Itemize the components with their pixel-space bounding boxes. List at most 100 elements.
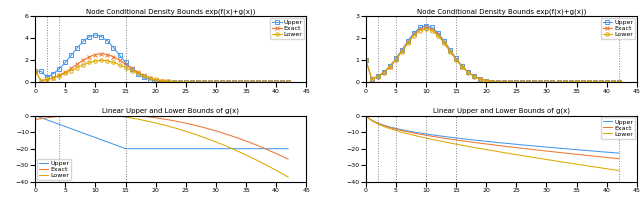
Lower bbox=[218, 81, 226, 84]
Lower bbox=[284, 81, 292, 84]
Exact bbox=[434, 33, 442, 36]
Exact bbox=[452, 58, 460, 60]
Exact bbox=[404, 41, 412, 43]
Exact bbox=[512, 146, 520, 149]
Upper bbox=[152, 80, 159, 82]
Upper bbox=[170, 81, 177, 83]
Exact bbox=[44, 78, 51, 81]
Upper bbox=[44, 76, 51, 78]
Lower bbox=[187, 132, 195, 134]
Upper bbox=[183, 147, 191, 150]
Exact bbox=[183, 122, 191, 125]
Exact bbox=[140, 74, 147, 77]
Exact bbox=[224, 81, 232, 84]
Exact bbox=[410, 33, 418, 36]
Lower bbox=[122, 66, 129, 69]
Lower bbox=[212, 81, 220, 84]
Exact bbox=[543, 81, 550, 84]
Line: Exact: Exact bbox=[35, 114, 288, 159]
Line: Lower: Lower bbox=[35, 112, 288, 177]
Upper bbox=[609, 81, 616, 84]
Lower bbox=[183, 130, 191, 133]
Upper bbox=[254, 81, 262, 84]
Upper bbox=[506, 81, 514, 84]
Upper bbox=[266, 81, 274, 84]
Upper bbox=[465, 71, 472, 73]
Exact bbox=[176, 81, 184, 83]
Upper bbox=[398, 48, 406, 51]
Exact bbox=[500, 81, 508, 83]
Upper bbox=[128, 67, 136, 70]
Upper bbox=[278, 81, 286, 84]
Title: Node Conditional Density Bounds exp(f(x)+g(x)): Node Conditional Density Bounds exp(f(x)… bbox=[86, 8, 255, 15]
Lower bbox=[428, 29, 436, 32]
Upper bbox=[516, 144, 524, 146]
Lower bbox=[452, 59, 460, 61]
Exact bbox=[536, 81, 544, 84]
Exact bbox=[363, 115, 371, 118]
Exact bbox=[506, 81, 514, 84]
Lower bbox=[374, 75, 381, 78]
Upper bbox=[230, 81, 238, 84]
Upper bbox=[362, 59, 370, 62]
Upper bbox=[488, 80, 496, 83]
Exact bbox=[386, 65, 394, 68]
Exact bbox=[284, 81, 292, 84]
Upper bbox=[476, 78, 484, 80]
Lower bbox=[476, 78, 484, 80]
Lower bbox=[61, 72, 69, 75]
Exact bbox=[579, 81, 586, 84]
Upper bbox=[603, 81, 611, 84]
Upper bbox=[422, 24, 430, 27]
Upper bbox=[566, 81, 574, 84]
Upper bbox=[262, 147, 269, 150]
Exact bbox=[284, 158, 292, 160]
Exact bbox=[465, 71, 472, 74]
Lower bbox=[585, 81, 593, 84]
Upper bbox=[31, 114, 39, 117]
Upper bbox=[543, 81, 550, 84]
Lower bbox=[182, 81, 189, 83]
Exact bbox=[513, 146, 520, 149]
Exact bbox=[248, 81, 256, 84]
Upper bbox=[518, 81, 526, 84]
Lower bbox=[488, 80, 496, 83]
Upper bbox=[158, 80, 166, 83]
Lower bbox=[262, 163, 269, 166]
Upper bbox=[248, 81, 256, 84]
Lower bbox=[434, 35, 442, 37]
Exact bbox=[416, 28, 424, 30]
Lower bbox=[512, 153, 520, 156]
Exact bbox=[525, 81, 532, 84]
Lower bbox=[224, 81, 232, 84]
Exact bbox=[575, 153, 583, 156]
Exact bbox=[236, 81, 244, 84]
Upper bbox=[363, 115, 371, 118]
Exact bbox=[548, 81, 556, 84]
Lower bbox=[500, 81, 508, 83]
Upper bbox=[579, 81, 586, 84]
Upper bbox=[260, 81, 268, 84]
Lower bbox=[386, 66, 394, 68]
Upper bbox=[386, 65, 394, 67]
Exact bbox=[206, 81, 214, 84]
Exact bbox=[368, 78, 376, 80]
Exact bbox=[615, 81, 623, 84]
Lower bbox=[416, 29, 424, 32]
Upper bbox=[224, 81, 232, 84]
Exact bbox=[262, 147, 269, 150]
Exact bbox=[164, 80, 172, 83]
Lower bbox=[242, 81, 250, 84]
Line: Lower: Lower bbox=[366, 116, 619, 170]
Exact bbox=[272, 81, 280, 84]
Title: Linear Upper and Lower Bounds of g(x): Linear Upper and Lower Bounds of g(x) bbox=[102, 108, 239, 114]
Upper bbox=[284, 147, 292, 150]
Upper bbox=[555, 81, 563, 84]
Exact bbox=[92, 53, 99, 56]
Exact bbox=[458, 65, 466, 68]
Lower bbox=[422, 28, 430, 30]
Lower bbox=[67, 69, 75, 72]
Upper bbox=[272, 81, 280, 84]
Lower bbox=[56, 75, 63, 77]
Upper bbox=[188, 81, 196, 84]
